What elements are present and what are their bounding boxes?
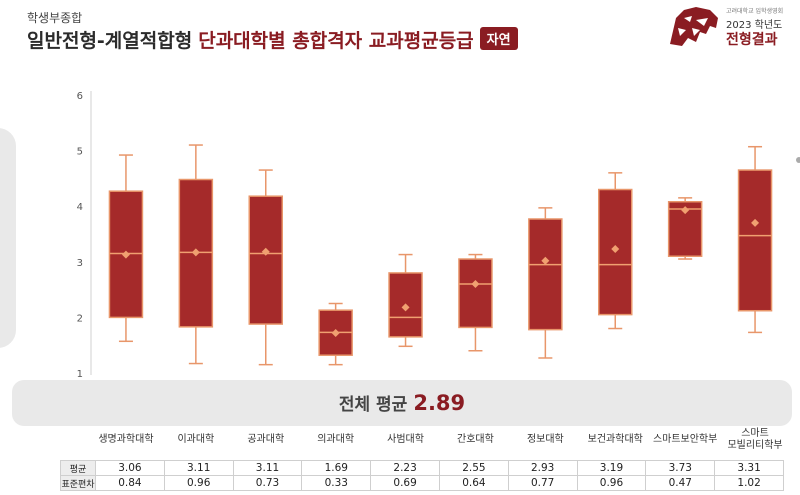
overall-average-value: 2.89: [413, 391, 466, 415]
box-iqr: [528, 218, 563, 331]
table-cell: 3.06: [95, 460, 165, 476]
overall-average: 전체 평균 2.89: [12, 390, 792, 415]
table-cell: 3.19: [576, 460, 647, 476]
logo-result: 전형결과: [726, 32, 778, 48]
y-tick-label: 3: [77, 258, 83, 269]
table-cell: 3.11: [163, 460, 234, 476]
category-label: 스마트 모빌리티학부: [727, 428, 783, 451]
logo-year: 2023 학년도: [726, 20, 783, 31]
page-subtitle: 학생부종합: [27, 11, 83, 25]
y-tick-label: 1: [77, 369, 83, 380]
y-tick-label: 2: [77, 313, 83, 324]
category-labels: 생명과학대학 이과대학 공과대학 의과대학 사범대학 간호대학 정보대학 보건과학대학 스마트보…: [0, 428, 800, 458]
category-label: 정보대학: [526, 434, 564, 445]
table-cell: 0.77: [507, 475, 578, 491]
y-tick-label: 6: [77, 91, 83, 102]
category-label: 생명과학대학: [98, 434, 154, 445]
category-label: 스마트보안학부: [652, 434, 718, 445]
title-main: 일반전형-계열적합형: [27, 30, 193, 52]
table-row: 표준편차 0.84 0.96 0.73 0.33 0.69 0.64 0.77 0.96 0.47…: [60, 475, 784, 491]
table-cell: 0.33: [301, 475, 372, 491]
mean-marker: [191, 248, 200, 257]
category-label: 의과대학: [317, 434, 355, 445]
title-accent: 단과대학별 총합격자 교과평균등급: [198, 30, 474, 52]
table-cell: 1.02: [714, 475, 784, 491]
table-cell: 3.73: [645, 460, 716, 476]
table-cell: 0.64: [438, 475, 509, 491]
table-cell: 0.96: [163, 475, 234, 491]
table-cell: 2.93: [507, 460, 578, 476]
category-label: 공과대학: [247, 434, 285, 445]
table-cell: 2.55: [438, 460, 509, 476]
box-iqr: [248, 195, 283, 325]
table-cell: 0.69: [370, 475, 440, 491]
category-label: 보건과학대학: [587, 434, 643, 445]
table-cell: 0.73: [232, 475, 303, 491]
logo-small-text: 고려대학교 입학생영회: [726, 8, 784, 15]
mean-marker: [331, 328, 340, 337]
table-cell: 0.96: [576, 475, 647, 491]
mean-marker: [471, 280, 480, 289]
category-label: 간호대학: [457, 434, 494, 445]
y-tick-label: 5: [77, 147, 83, 158]
table-cell: 0.84: [95, 475, 165, 491]
logo: 고려대학교 입학생영회 2023 학년도 전형결과: [666, 4, 790, 50]
overall-average-label: 전체 평균: [338, 395, 408, 415]
mean-marker: [751, 218, 760, 227]
mean-marker: [681, 206, 690, 215]
row-label: 표준편차: [60, 475, 96, 491]
right-decoration-dot: [796, 157, 800, 163]
boxplot-chart: 1 2 3 4 5 6: [77, 91, 773, 380]
category-label: 이과대학: [177, 434, 215, 445]
overall-average-panel: 전체 평균 2.89: [12, 380, 792, 426]
left-decoration: [0, 128, 16, 348]
table-row: 평균 3.06 3.11 3.11 1.69 2.23 2.55 2.93 3.19 3.73 3.…: [60, 460, 784, 476]
table-cell: 0.47: [645, 475, 716, 491]
category-badge: 자연: [479, 27, 518, 50]
mean-marker: [611, 245, 620, 254]
stats-table: 평균 3.06 3.11 3.11 1.69 2.23 2.55 2.93 3.19 3.73 3.…: [60, 460, 784, 491]
table-cell: 1.69: [301, 460, 372, 476]
mean-marker: [121, 250, 130, 259]
mean-marker: [261, 247, 270, 256]
table-cell: 3.31: [714, 460, 784, 476]
y-tick-label: 4: [77, 202, 83, 213]
mean-marker: [541, 256, 550, 265]
table-cell: 3.11: [232, 460, 303, 476]
tiger-icon: [670, 7, 718, 46]
page-title: 일반전형-계열적합형 단과대학별 총합격자 교과평균등급 자연: [27, 26, 518, 53]
row-label: 평균: [60, 460, 96, 476]
table-cell: 2.23: [370, 460, 440, 476]
category-label: 사범대학: [387, 434, 424, 445]
box-iqr: [737, 169, 773, 312]
mean-marker: [401, 303, 410, 312]
box-iqr: [458, 258, 493, 329]
